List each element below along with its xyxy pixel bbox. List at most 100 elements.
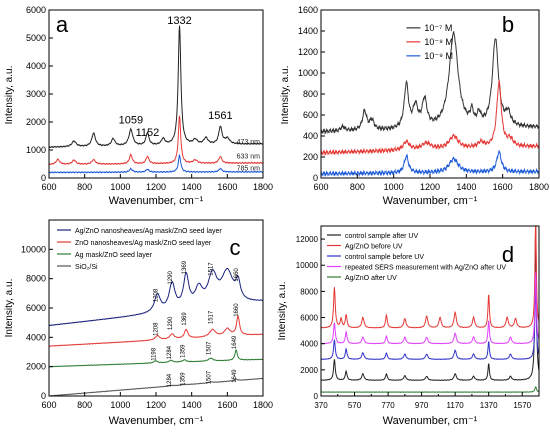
- series-line-0: [49, 25, 263, 149]
- legend-entry: control sample after UV: [345, 233, 418, 240]
- y-tick-label: 800: [303, 89, 318, 99]
- x-tick-label: 1170: [447, 401, 465, 410]
- peak-annotation: 1649: [232, 369, 238, 383]
- y-tick-label: 0: [41, 173, 46, 183]
- peak-annotation: 1290: [168, 271, 174, 285]
- y-tick-label: 8000: [300, 287, 318, 296]
- peak-annotation: 1517: [209, 262, 215, 276]
- x-tick-label: 1370: [480, 401, 498, 410]
- legend-entry: 10⁻⁹ M: [424, 51, 453, 61]
- y-tick-label: 8000: [26, 274, 46, 284]
- y-tick-label: 2000: [26, 362, 46, 372]
- series-line-2: [321, 149, 539, 178]
- legend-entry: Ag/ZnO after UV: [345, 275, 397, 282]
- legend-entry: SiO₂/Si: [75, 264, 98, 271]
- y-tick-label: 10000: [296, 261, 319, 270]
- x-tick-label: 1200: [146, 182, 166, 192]
- x-tick-label: 370: [314, 401, 328, 410]
- legend-entry: 10⁻⁷ M: [424, 23, 452, 33]
- peak-annotation: 1649: [232, 335, 238, 349]
- x-tick-label: 1570: [513, 401, 531, 410]
- y-tick-label: 10000: [21, 244, 46, 254]
- legend-entry: Ag mask/ZnO seed layer: [75, 252, 153, 259]
- y-tick-label: 1200: [298, 47, 318, 57]
- legend-entry: Ag/ZnO nanosheaves/Ag mask/ZnO seed laye…: [75, 228, 222, 235]
- panel-d: 370 570 770 970 1170 1370 1570 0 2000 4000 6000 800…: [277, 225, 540, 427]
- y-tick-label: 12000: [296, 235, 319, 244]
- peak-annotation: 1359: [180, 372, 186, 386]
- plot-frame: [48, 9, 264, 179]
- series-line-1: [49, 315, 263, 347]
- y-tick-label: 5000: [26, 33, 46, 43]
- x-tick-label: 600: [41, 182, 56, 192]
- y-tick-label: 0: [314, 392, 319, 401]
- x-tick-label: 600: [313, 182, 328, 192]
- y-tick-label: 0: [313, 173, 318, 183]
- x-tick-label: 1600: [217, 400, 237, 410]
- series-line-3: [321, 272, 539, 345]
- x-tick-label: 1400: [456, 182, 476, 192]
- y-axis-label: Intensity, a.u.: [4, 279, 15, 338]
- peak-annotation: 1507: [207, 341, 213, 355]
- series-line-2: [49, 154, 263, 174]
- series-line-4: [321, 386, 539, 393]
- plot-frame: [320, 225, 540, 397]
- x-tick-label: 800: [77, 182, 92, 192]
- x-tick-label: 800: [77, 400, 92, 410]
- series-label: 473 nm: [237, 139, 261, 146]
- peak-annotation: 1208: [153, 322, 159, 336]
- y-tick-label: 200: [303, 152, 318, 162]
- series-line-2: [49, 349, 263, 368]
- legend-entry: 10⁻⁸ M: [424, 37, 453, 47]
- y-tick-label: 1400: [298, 26, 318, 36]
- x-tick-label: 600: [41, 400, 56, 410]
- y-tick-label: 4000: [26, 332, 46, 342]
- peak-annotation: 1561: [208, 110, 232, 122]
- x-tick-label: 1600: [217, 182, 237, 192]
- peak-annotation: 1059: [119, 114, 143, 126]
- peak-annotation: 1284: [167, 373, 173, 387]
- x-tick-label: 970: [415, 401, 429, 410]
- x-tick-label: 800: [350, 182, 365, 192]
- series-line-2: [321, 281, 539, 361]
- peak-annotation: 1198: [152, 347, 158, 361]
- series-label: 633 nm: [237, 154, 261, 161]
- legend-entry: control sample before UV: [345, 254, 424, 261]
- x-tick-label: 1800: [253, 182, 273, 192]
- x-tick-label: 1800: [529, 182, 549, 192]
- x-tick-label: 570: [348, 401, 362, 410]
- y-tick-label: 6000: [26, 5, 46, 15]
- x-tick-label: 1800: [253, 400, 273, 410]
- x-tick-label: 1600: [493, 182, 513, 192]
- y-tick-label: 3000: [26, 89, 46, 99]
- peak-annotation: 1152: [136, 127, 160, 139]
- panel-a: 600 800 1000 1200 1400 1600 1800 0 1000 2000 3000 4…: [4, 5, 273, 207]
- x-tick-label: 1000: [110, 400, 130, 410]
- x-axis-label: Wavenumber, cm⁻¹: [383, 415, 478, 427]
- series-label: 785 nm: [237, 165, 261, 172]
- panel-b: 600 800 1000 1200 1400 1600 1800 0 200 400 600 800 1…: [280, 5, 549, 207]
- peak-annotation: 1290: [168, 316, 174, 330]
- peak-annotation: 1660: [234, 268, 240, 282]
- y-tick-label: 6000: [26, 303, 46, 313]
- y-tick-label: 1600: [298, 5, 318, 15]
- panel-letter: b: [502, 12, 514, 37]
- peak-annotation: 1369: [182, 312, 188, 326]
- x-tick-label: 1000: [110, 182, 130, 192]
- y-tick-label: 1000: [26, 145, 46, 155]
- y-tick-label: 6000: [300, 314, 318, 323]
- series-line-0: [321, 226, 539, 382]
- series-line-1: [321, 80, 539, 156]
- y-tick-label: 600: [303, 110, 318, 120]
- y-tick-label: 2000: [26, 117, 46, 127]
- peak-annotation: 1208: [153, 288, 159, 302]
- panel-letter: c: [230, 235, 241, 260]
- series-line-0: [321, 31, 539, 135]
- y-tick-label: 1000: [298, 68, 318, 78]
- legend-entry: Ag/ZnO before UV: [345, 244, 403, 251]
- x-tick-label: 1200: [420, 182, 440, 192]
- x-axis-label: Wavenumber, cm⁻¹: [383, 195, 478, 207]
- legend-entry: ZnO nanosheaves/Ag mask/ZnO seed layer: [75, 240, 212, 247]
- x-tick-label: 770: [381, 401, 395, 410]
